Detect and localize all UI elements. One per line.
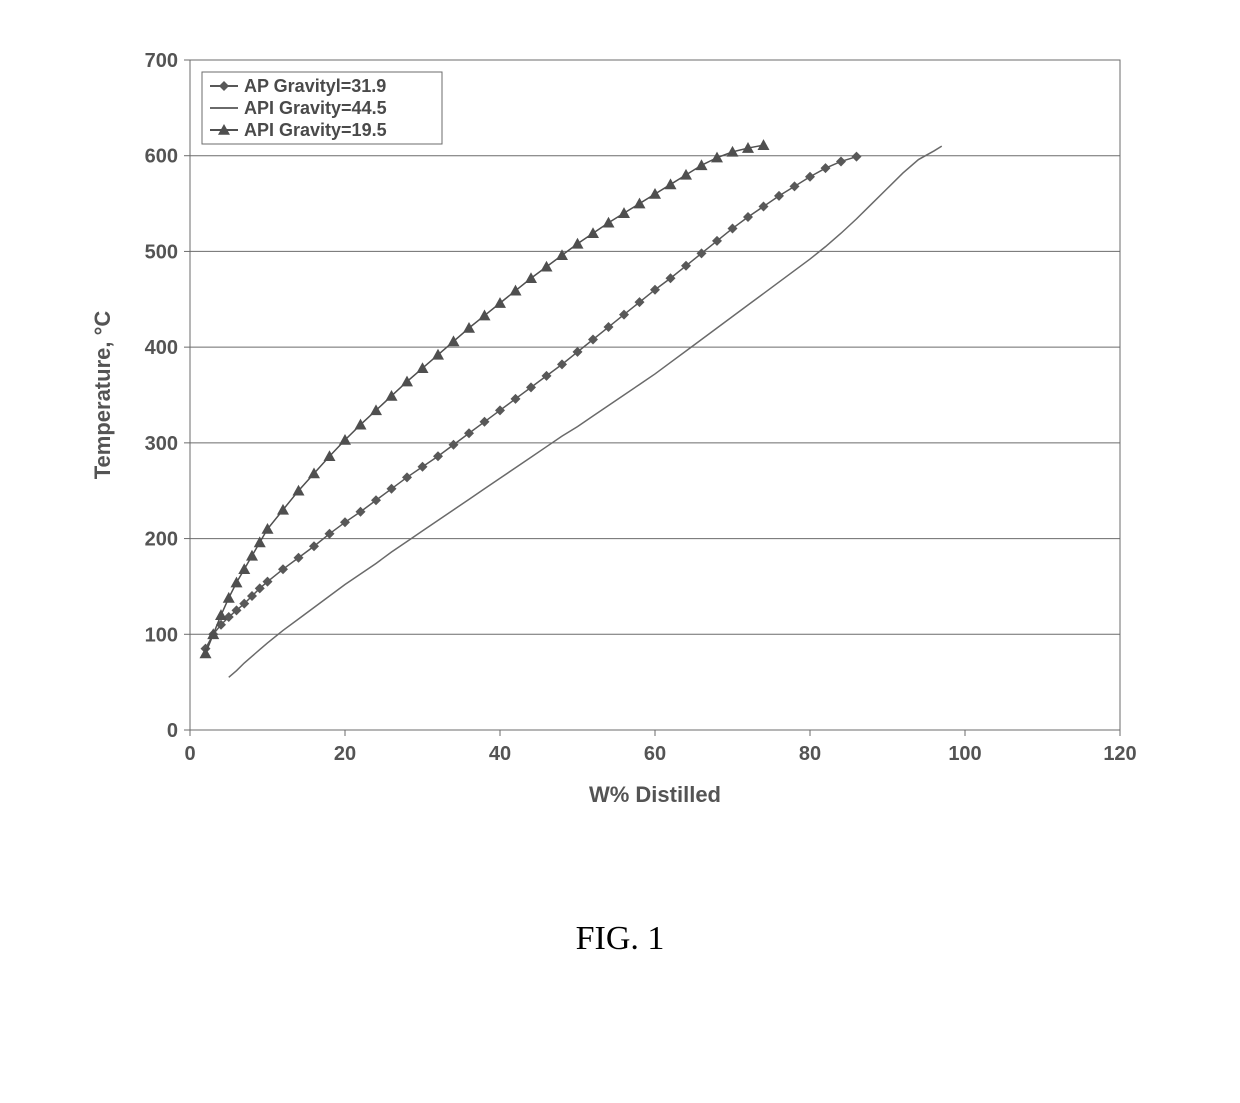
x-tick-label: 120 bbox=[1103, 743, 1136, 765]
x-tick-label: 100 bbox=[948, 743, 981, 765]
x-tick-label: 20 bbox=[334, 743, 356, 765]
legend-label: API Gravity=44.5 bbox=[244, 98, 387, 118]
y-tick-label: 400 bbox=[145, 337, 178, 359]
y-tick-label: 0 bbox=[167, 720, 178, 742]
y-tick-label: 300 bbox=[145, 433, 178, 455]
figure-caption: FIG. 1 bbox=[0, 920, 1240, 958]
x-tick-label: 40 bbox=[489, 743, 511, 765]
y-tick-label: 200 bbox=[145, 529, 178, 551]
y-axis-title: Temperature, °C bbox=[90, 311, 115, 480]
x-tick-label: 0 bbox=[184, 743, 195, 765]
page: 0 100 200 300 400 500 600 700 0 20 40 60 80 100 120 W% … bbox=[0, 0, 1240, 1103]
x-axis-title: W% Distilled bbox=[589, 782, 721, 807]
plot-area bbox=[190, 60, 1120, 730]
distillation-chart: 0 100 200 300 400 500 600 700 0 20 40 60 80 100 120 W% … bbox=[80, 40, 1140, 820]
y-tick-label: 100 bbox=[145, 624, 178, 646]
y-tick-label: 600 bbox=[145, 146, 178, 168]
x-tick-label: 60 bbox=[644, 743, 666, 765]
legend-label: API Gravity=19.5 bbox=[244, 120, 387, 140]
chart-svg: 0 100 200 300 400 500 600 700 0 20 40 60 80 100 120 W% … bbox=[80, 40, 1140, 820]
x-tick-label: 80 bbox=[799, 743, 821, 765]
y-tick-label: 700 bbox=[145, 50, 178, 72]
y-tick-label: 500 bbox=[145, 241, 178, 263]
legend-label: AP Gravityl=31.9 bbox=[244, 76, 386, 96]
